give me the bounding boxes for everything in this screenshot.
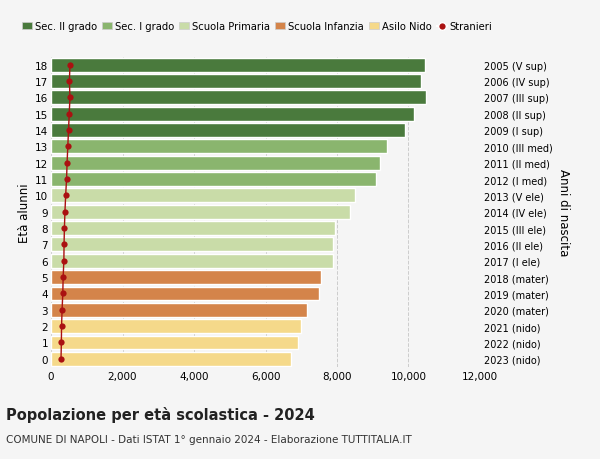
Text: Popolazione per età scolastica - 2024: Popolazione per età scolastica - 2024	[6, 406, 315, 422]
Bar	[51, 173, 376, 187]
Bar	[51, 222, 335, 235]
Bar	[51, 140, 387, 154]
Bar	[51, 238, 334, 252]
Bar	[51, 303, 307, 317]
Bar	[51, 205, 350, 219]
Bar	[51, 287, 319, 301]
Bar	[51, 254, 334, 268]
Text: COMUNE DI NAPOLI - Dati ISTAT 1° gennaio 2024 - Elaborazione TUTTITALIA.IT: COMUNE DI NAPOLI - Dati ISTAT 1° gennaio…	[6, 434, 412, 444]
Legend: Sec. II grado, Sec. I grado, Scuola Primaria, Scuola Infanzia, Asilo Nido, Stran: Sec. II grado, Sec. I grado, Scuola Prim…	[22, 22, 493, 32]
Y-axis label: Anni di nascita: Anni di nascita	[557, 169, 569, 256]
Bar	[51, 59, 425, 73]
Bar	[51, 271, 321, 285]
Bar	[51, 336, 298, 350]
Bar	[51, 107, 414, 121]
Bar	[51, 352, 290, 366]
Bar	[51, 319, 301, 333]
Bar	[51, 124, 405, 138]
Y-axis label: Età alunni: Età alunni	[18, 183, 31, 242]
Bar	[51, 75, 421, 89]
Bar	[51, 91, 427, 105]
Bar	[51, 189, 355, 203]
Bar	[51, 157, 380, 170]
